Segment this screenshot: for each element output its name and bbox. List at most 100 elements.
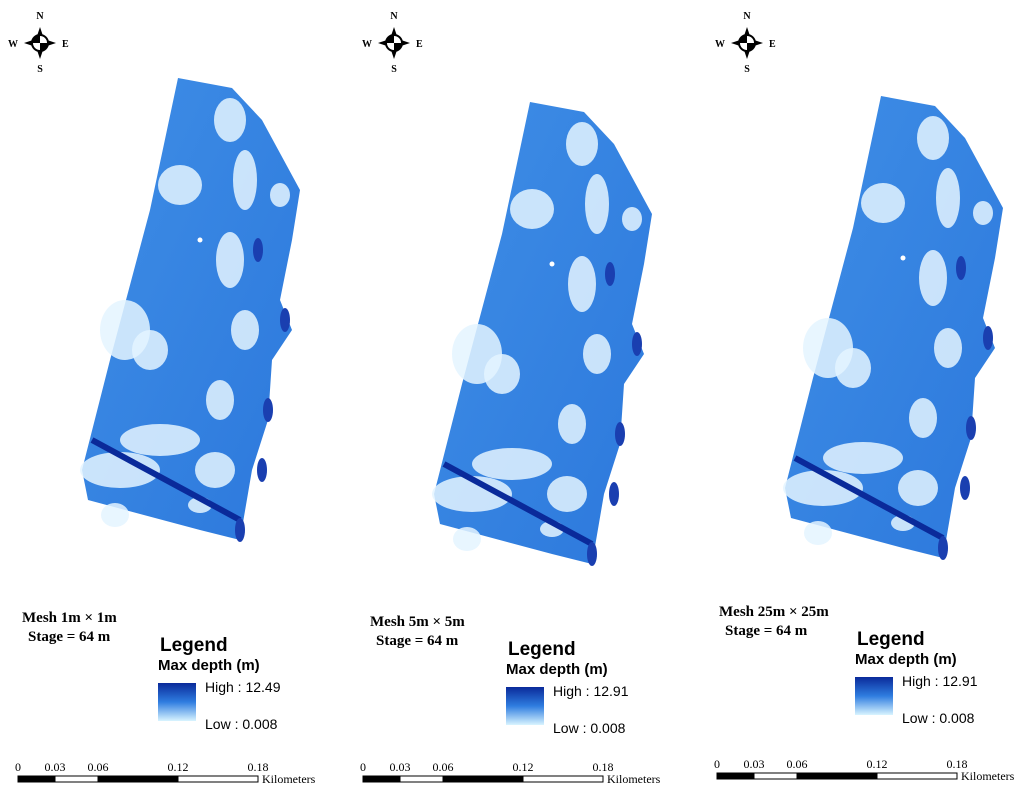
compass: N S W E xyxy=(715,11,776,75)
dry-patch xyxy=(936,168,960,228)
compass-label: S xyxy=(744,64,750,75)
dry-patch xyxy=(472,448,552,480)
dry-patch xyxy=(216,232,244,288)
compass-label: N xyxy=(390,11,398,22)
scale-bar: 00.030.060.120.18Kilometers xyxy=(714,757,1015,783)
dry-patch xyxy=(566,122,598,166)
dry-patch xyxy=(919,250,947,306)
panel: NSWEMesh 5m × 5mStage = 64 mLegendMax de… xyxy=(360,11,661,786)
scale-tick-label: 0.06 xyxy=(88,760,109,774)
compass-label: E xyxy=(62,39,69,50)
compass-label: S xyxy=(37,64,43,75)
stage-label: Stage = 64 m xyxy=(28,629,111,645)
mesh-label: Mesh 25m × 25m xyxy=(719,604,829,620)
mesh-label: Mesh 5m × 5m xyxy=(370,614,465,630)
scale-tick-label: 0.12 xyxy=(867,757,888,771)
compass-label: E xyxy=(769,39,776,50)
compass-label: N xyxy=(36,11,44,22)
deep-patch xyxy=(956,256,966,280)
deep-patch xyxy=(615,422,625,446)
deep-patch xyxy=(605,262,615,286)
legend-subtitle: Max depth (m) xyxy=(506,661,608,678)
compass-label: N xyxy=(743,11,751,22)
scale-segment xyxy=(443,776,523,782)
dry-patch xyxy=(558,404,586,444)
marker xyxy=(550,262,555,267)
dry-patch xyxy=(120,424,200,456)
scale-unit: Kilometers xyxy=(262,772,316,786)
compass-label: S xyxy=(391,64,397,75)
compass-label: W xyxy=(715,39,725,50)
legend-subtitle: Max depth (m) xyxy=(855,651,957,668)
dry-patch xyxy=(206,380,234,420)
scale-tick-label: 0 xyxy=(714,757,720,771)
deep-patch xyxy=(983,326,993,350)
dry-patch xyxy=(585,174,609,234)
dry-patch xyxy=(214,98,246,142)
dry-patch xyxy=(231,310,259,350)
dry-patch xyxy=(132,330,168,370)
scale-segment xyxy=(98,776,178,782)
legend-ramp xyxy=(855,677,893,715)
legend-title: Legend xyxy=(857,629,925,650)
deep-patch xyxy=(263,398,273,422)
dry-patch xyxy=(453,527,481,551)
marker xyxy=(901,256,906,261)
dry-patch xyxy=(835,348,871,388)
legend-low: Low : 0.008 xyxy=(205,716,278,732)
dry-patch xyxy=(101,503,129,527)
dry-patch xyxy=(270,183,290,207)
dry-patch xyxy=(917,116,949,160)
scale-tick-label: 0.06 xyxy=(787,757,808,771)
deep-patch xyxy=(587,542,597,566)
legend-low: Low : 0.008 xyxy=(553,720,626,736)
dry-patch xyxy=(823,442,903,474)
legend-title: Legend xyxy=(508,639,576,660)
scale-unit: Kilometers xyxy=(961,769,1015,783)
scale-segment xyxy=(18,776,55,782)
scale-segment xyxy=(797,773,877,779)
dry-patch xyxy=(622,207,642,231)
flood-map xyxy=(783,96,1003,560)
dry-patch xyxy=(804,521,832,545)
stage-label: Stage = 64 m xyxy=(376,633,459,649)
scale-segment xyxy=(400,776,443,782)
legend-subtitle: Max depth (m) xyxy=(158,657,260,674)
deep-patch xyxy=(966,416,976,440)
dry-patch xyxy=(195,452,235,488)
dry-patch xyxy=(547,476,587,512)
legend-title: Legend xyxy=(160,635,228,656)
legend-ramp xyxy=(506,687,544,725)
scale-tick-label: 0.03 xyxy=(390,760,411,774)
scale-tick-label: 0.12 xyxy=(168,760,189,774)
scale-segment xyxy=(363,776,400,782)
dry-patch xyxy=(898,470,938,506)
scale-bar: 00.030.060.120.18Kilometers xyxy=(360,760,661,786)
figure: NSWEMesh 1m × 1mStage = 64 mLegendMax de… xyxy=(0,0,1028,790)
legend-ramp xyxy=(158,683,196,721)
compass-label: W xyxy=(362,39,372,50)
scale-tick-label: 0.03 xyxy=(45,760,66,774)
legend-high: High : 12.91 xyxy=(553,683,629,699)
dry-patch xyxy=(484,354,520,394)
deep-patch xyxy=(938,536,948,560)
mesh-label: Mesh 1m × 1m xyxy=(22,610,117,626)
scale-tick-label: 0.03 xyxy=(744,757,765,771)
legend-high: High : 12.91 xyxy=(902,673,978,689)
scale-tick-label: 0.12 xyxy=(513,760,534,774)
scale-segment xyxy=(55,776,98,782)
scale-tick-label: 0 xyxy=(15,760,21,774)
marker xyxy=(198,238,203,243)
compass: NSWE xyxy=(362,11,423,75)
flood-map xyxy=(80,78,300,542)
dry-patch xyxy=(568,256,596,312)
deep-patch xyxy=(235,518,245,542)
scale-tick-label: 0.06 xyxy=(433,760,454,774)
scale-segment xyxy=(754,773,797,779)
